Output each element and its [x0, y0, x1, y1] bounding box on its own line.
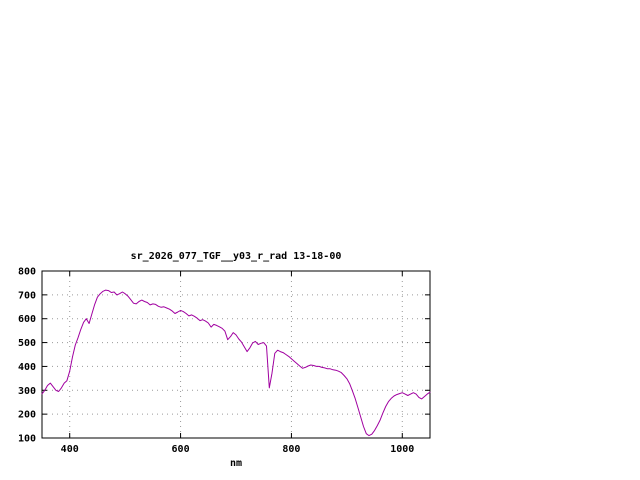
x-tick-label: 400 [61, 444, 79, 455]
spectrum-line [41, 289, 431, 437]
x-tick-label: 600 [172, 444, 190, 455]
x-axis-label: nm [229, 458, 243, 469]
y-tick-label: 800 [18, 267, 36, 278]
y-tick-label: 100 [18, 434, 36, 445]
x-tick-label: 800 [282, 444, 300, 455]
plot-border [41, 270, 431, 439]
chart-title: sr_2026_077_TGF__y03_r_rad 13-18-00 [130, 251, 342, 262]
y-tick-label: 300 [18, 386, 36, 397]
y-tick-label: 500 [18, 338, 36, 349]
y-tick-label: 400 [18, 362, 36, 373]
y-tick-label: 600 [18, 314, 36, 325]
y-tick-label: 200 [18, 410, 36, 421]
x-tick-label: 1000 [390, 444, 414, 455]
y-tick-label: 700 [18, 290, 36, 301]
